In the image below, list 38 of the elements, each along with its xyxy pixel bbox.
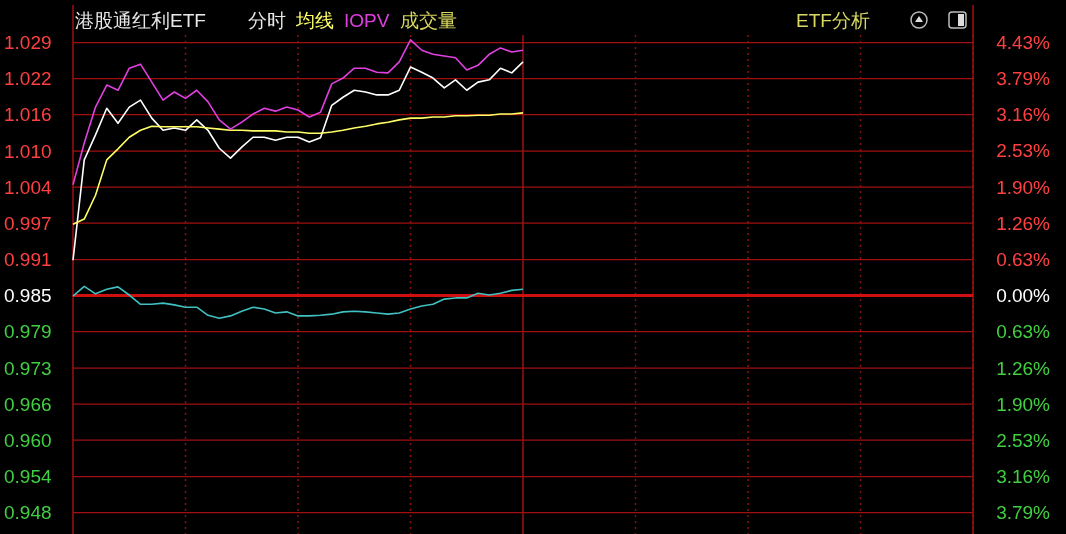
series-label: IOPV bbox=[344, 10, 390, 31]
y2-tick-label: 3.16% bbox=[996, 466, 1051, 488]
y-tick-label: 0.948 bbox=[4, 502, 52, 524]
chart-title: 港股通红利ETF bbox=[75, 10, 206, 31]
y-tick-label: 0.997 bbox=[4, 212, 52, 234]
y2-tick-label: 1.90% bbox=[996, 393, 1051, 415]
line-series bbox=[72, 39, 524, 186]
y2-tick-label: 1.26% bbox=[996, 212, 1051, 234]
y2-tick-label: 1.26% bbox=[996, 357, 1051, 379]
line-series bbox=[72, 285, 524, 320]
y-tick-label: 1.004 bbox=[4, 176, 52, 198]
y2-tick-label: 0.63% bbox=[996, 248, 1051, 270]
y-tick-label: 0.954 bbox=[4, 466, 52, 488]
y-tick-label: 0.991 bbox=[4, 249, 52, 271]
y2-tick-label: 4.43% bbox=[996, 31, 1051, 53]
y-tick-label: 0.960 bbox=[4, 429, 52, 451]
annotation: ETF分析 bbox=[796, 10, 870, 31]
y2-tick-label: 0.63% bbox=[996, 321, 1051, 343]
y-tick-label: 1.016 bbox=[4, 104, 52, 126]
y2-tick-label: 3.16% bbox=[996, 104, 1051, 126]
annotation: 成交量 bbox=[400, 10, 457, 31]
y2-tick-label: 2.53% bbox=[996, 140, 1051, 162]
y-tick-label: 0.979 bbox=[4, 321, 52, 343]
y-tick-label: 1.022 bbox=[4, 68, 52, 90]
y-tick-label: 1.010 bbox=[4, 140, 52, 162]
y-tick-label: 0.966 bbox=[4, 393, 52, 415]
y-tick-label: 0.985 bbox=[4, 285, 52, 307]
y2-tick-label: 2.53% bbox=[996, 429, 1051, 451]
y-tick-label: 1.029 bbox=[4, 32, 52, 54]
line-series bbox=[72, 61, 524, 262]
y2-tick-label: 0.00% bbox=[996, 285, 1051, 307]
line-series bbox=[72, 112, 524, 226]
y2-tick-label: 1.90% bbox=[996, 176, 1051, 198]
chart-subtitle: 分时 bbox=[248, 10, 286, 31]
y-tick-label: 0.973 bbox=[4, 357, 52, 379]
text: 均线 bbox=[295, 10, 334, 31]
y2-tick-label: 3.79% bbox=[996, 68, 1051, 90]
y2-tick-label: 3.79% bbox=[996, 502, 1051, 524]
